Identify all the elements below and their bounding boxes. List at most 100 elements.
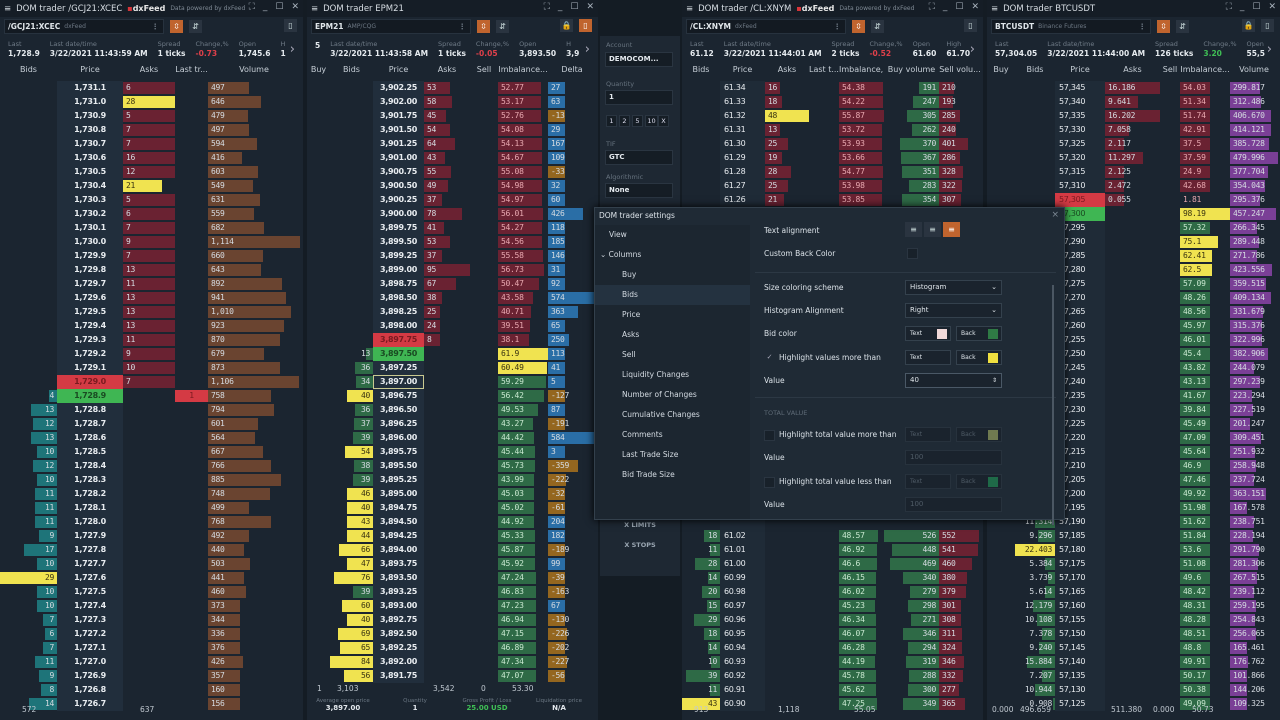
settings-nav-item[interactable]: Price <box>595 305 750 325</box>
imbalance-cell[interactable]: 50.17 <box>1180 669 1230 683</box>
price-cell[interactable]: 3,901.00 <box>373 151 424 165</box>
price-cell[interactable]: 57,160 <box>1059 601 1086 610</box>
asks-cell[interactable]: 9.641 <box>1105 95 1160 109</box>
price-cell[interactable]: 1,727.8 <box>57 543 123 557</box>
bids-cell[interactable]: 40 <box>330 389 373 403</box>
bids-cell[interactable]: 56 <box>330 669 373 683</box>
price-cell[interactable]: 3,900.00 <box>373 207 424 221</box>
asks-cell[interactable]: 0.055 <box>1105 193 1160 207</box>
price-cell[interactable]: 57,335 <box>1059 111 1086 120</box>
volume-cell[interactable]: 312.486 <box>1230 95 1278 109</box>
price-cell[interactable]: 1,728.7 <box>57 417 123 431</box>
asks-cell[interactable]: 78 <box>424 207 470 221</box>
asks-cell[interactable]: 38 <box>424 291 470 305</box>
delta-cell[interactable]: 63 <box>548 95 596 109</box>
price-cell[interactable]: 57,150 <box>1059 629 1086 638</box>
asks-cell[interactable]: 9 <box>123 347 175 361</box>
price-cell[interactable]: 60.92 <box>724 671 746 680</box>
buy_volume-cell[interactable]: 469 <box>884 557 939 571</box>
imbalance-cell[interactable]: 1.81 <box>1180 193 1230 207</box>
imbalance-cell[interactable]: 40.71 <box>498 305 548 319</box>
price-cell[interactable]: 1,728.0 <box>57 515 123 529</box>
delta-cell[interactable]: 574 <box>548 291 596 305</box>
volume-cell[interactable]: 322.996 <box>1230 333 1278 347</box>
volume-cell[interactable]: 406.670 <box>1230 109 1278 123</box>
price-cell[interactable]: 3,902.00 <box>373 95 424 109</box>
volume-cell[interactable]: 1,106 <box>208 375 300 389</box>
price-cell[interactable]: 3,895.75 <box>373 445 424 459</box>
delta-cell[interactable]: -127 <box>548 389 596 403</box>
delta-cell[interactable]: 109 <box>548 151 596 165</box>
imbalance-cell[interactable]: 55.08 <box>498 165 548 179</box>
price-cell[interactable]: 3,894.75 <box>373 501 424 515</box>
price-cell[interactable]: 57,140 <box>1059 657 1086 666</box>
histogram-alignment-select[interactable]: Right ⌄ <box>905 303 1002 318</box>
bids-cell[interactable]: 38 <box>330 459 373 473</box>
settings-scrollbar[interactable] <box>1052 285 1054 525</box>
asks-cell[interactable]: 21 <box>765 193 809 207</box>
bids-cell[interactable]: 7 <box>0 641 57 655</box>
sell_volume-cell[interactable]: 193 <box>939 95 979 109</box>
asks-cell[interactable]: 2.125 <box>1105 165 1160 179</box>
volume-cell[interactable]: 601 <box>208 417 300 431</box>
quick-quantity-button[interactable]: X <box>658 115 669 127</box>
imbalance-cell[interactable]: 45.23 <box>839 599 884 613</box>
asks-cell[interactable]: 28 <box>765 165 809 179</box>
price-cell[interactable]: 61.01 <box>724 545 746 554</box>
price-cell[interactable]: 3,897.25 <box>373 361 424 375</box>
center-icon[interactable]: ⇳ <box>1157 19 1170 33</box>
imbalance-cell[interactable]: 43.58 <box>498 291 548 305</box>
volume-cell[interactable]: 223.294 <box>1230 389 1278 403</box>
volume-cell[interactable]: 354.043 <box>1230 179 1278 193</box>
imbalance-cell[interactable]: 46.28 <box>839 641 884 655</box>
bids-cell[interactable]: 10.944 <box>1015 683 1055 697</box>
volume-cell[interactable]: 423.556 <box>1230 263 1278 277</box>
imbalance-cell[interactable]: 46.94 <box>498 613 548 627</box>
price-cell[interactable]: 1,731.0 <box>57 95 123 109</box>
asks-cell[interactable]: 5 <box>123 109 175 123</box>
price-cell[interactable]: 3,893.50 <box>373 571 424 585</box>
volume-cell[interactable]: 559 <box>208 207 300 221</box>
price-cell[interactable]: 61.33 <box>724 97 746 106</box>
imbalance-cell[interactable]: 41.67 <box>1180 389 1230 403</box>
imbalance-cell[interactable]: 37.5 <box>1180 137 1230 151</box>
bids-cell[interactable]: 47 <box>330 557 373 571</box>
total-more-text-color[interactable]: Text <box>905 427 951 442</box>
volume-cell[interactable]: 385.728 <box>1230 137 1278 151</box>
column-header[interactable]: Buy <box>310 65 327 74</box>
bids-cell[interactable]: 10 <box>0 585 57 599</box>
volume-cell[interactable]: 603 <box>208 165 300 179</box>
volume-cell[interactable]: 297.239 <box>1230 375 1278 389</box>
bids-cell[interactable]: 3.739 <box>1015 571 1055 585</box>
delta-cell[interactable]: 5 <box>548 375 596 389</box>
volume-cell[interactable]: 377.704 <box>1230 165 1278 179</box>
price-cell[interactable]: 3,896.50 <box>373 403 424 417</box>
imbalance-cell[interactable]: 52.77 <box>498 81 548 95</box>
delta-cell[interactable]: 113 <box>548 347 596 361</box>
imbalance-cell[interactable]: 47.34 <box>498 655 548 669</box>
account-select[interactable]: DEMOCOM... <box>605 52 673 67</box>
asks-cell[interactable]: 16.186 <box>1105 81 1160 95</box>
price-cell[interactable]: 57,245 <box>1059 363 1086 372</box>
asks-cell[interactable]: 24 <box>424 319 470 333</box>
bids-cell[interactable]: 11 <box>0 501 57 515</box>
buy_volume-cell[interactable]: 354 <box>884 193 939 207</box>
price-cell[interactable]: 3,902.25 <box>373 81 424 95</box>
asks-cell[interactable]: 54 <box>424 123 470 137</box>
cancel-stops-button[interactable]: X STOPS <box>624 541 656 549</box>
imbalance-cell[interactable]: 52.76 <box>498 109 548 123</box>
imbalance-cell[interactable]: 50.38 <box>1180 683 1230 697</box>
price-cell[interactable]: 57,190 <box>1059 517 1086 526</box>
buy_volume-cell[interactable]: 346 <box>884 627 939 641</box>
volume-cell[interactable]: 409.134 <box>1230 291 1278 305</box>
buy_volume-cell[interactable]: 294 <box>884 641 939 655</box>
price-cell[interactable]: 3,899.75 <box>373 221 424 235</box>
price-cell[interactable]: 1,729.6 <box>57 291 123 305</box>
scroll-right-icon[interactable]: › <box>969 42 975 57</box>
total-less-value-input[interactable]: 100 <box>905 497 1002 512</box>
price-cell[interactable]: 3,896.75 <box>373 389 424 403</box>
price-cell[interactable]: 3,900.50 <box>373 179 424 193</box>
bids-cell[interactable]: 9 <box>0 529 57 543</box>
volume-cell[interactable]: 376 <box>208 641 300 655</box>
volume-cell[interactable]: 331.679 <box>1230 305 1278 319</box>
